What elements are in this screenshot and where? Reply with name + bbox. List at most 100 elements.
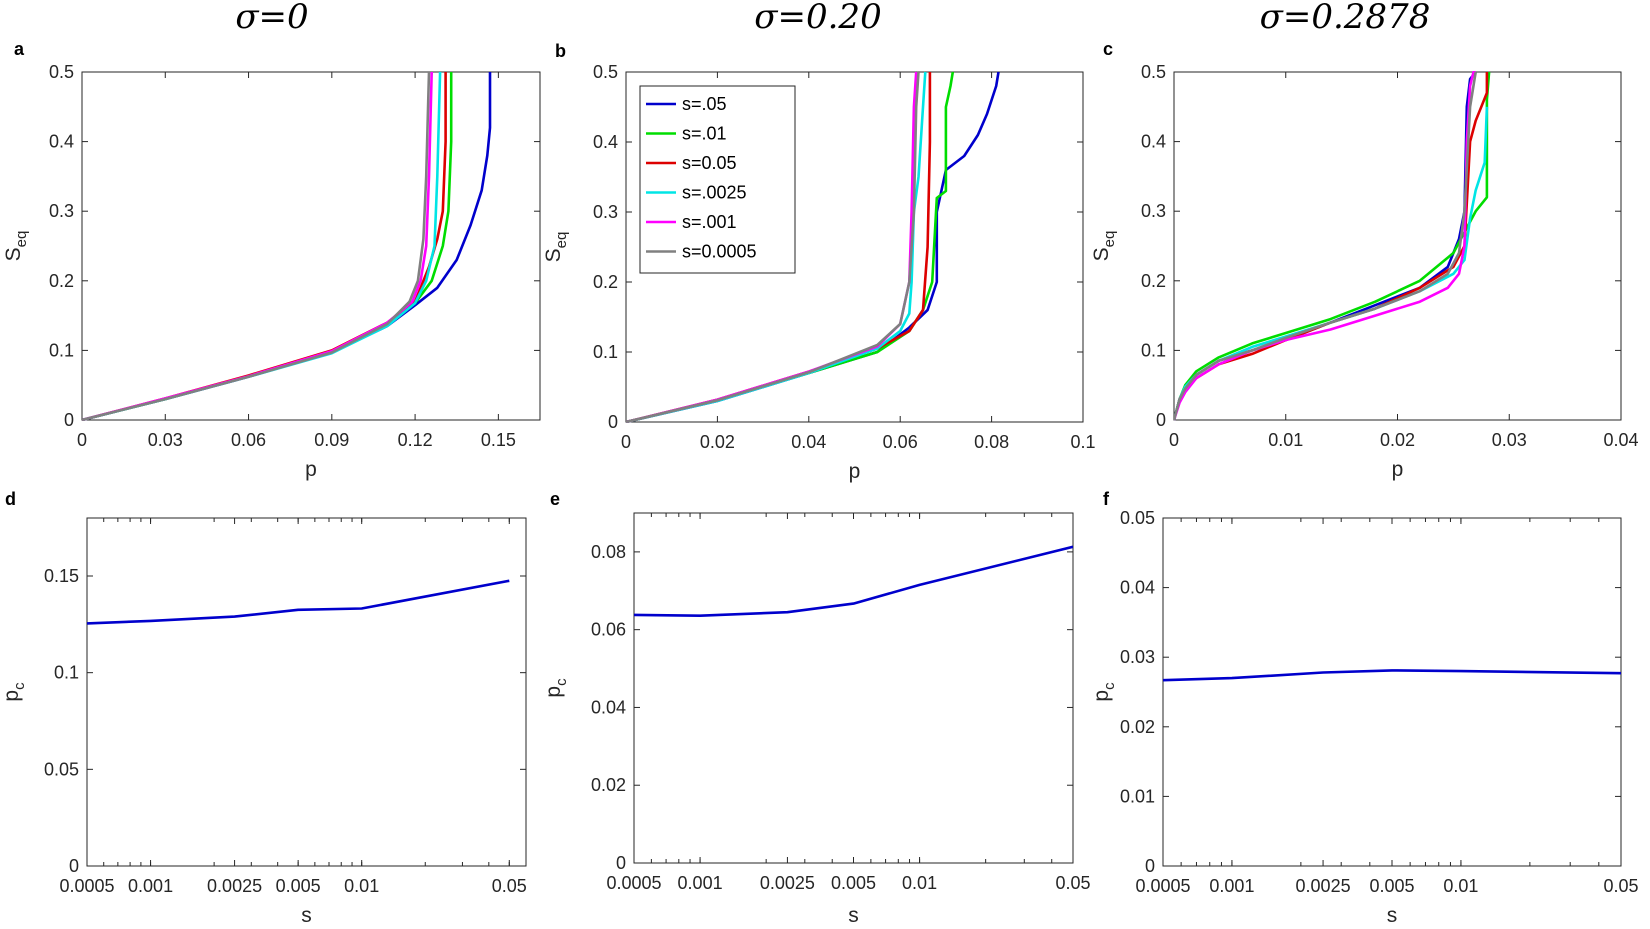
- y-tick-label-b-1: 0.1: [593, 342, 618, 362]
- y-tick-label-b-5: 0.5: [593, 62, 618, 82]
- y-axis-label-main-f: p: [1090, 690, 1113, 702]
- panel-letter-f: f: [1103, 489, 1110, 509]
- y-tick-label-e-3: 0.06: [591, 620, 626, 640]
- x-tick-label-a-3: 0.09: [314, 430, 349, 450]
- series-line-a-3: [82, 71, 442, 421]
- panel-e: 0.0005 0.001 0.0025 0.005 0.01 0.05 0 0.02 0.04 0…: [542, 489, 1091, 927]
- panel-letter-d: d: [5, 489, 16, 509]
- y-tick-label-a-2: 0.2: [49, 271, 74, 291]
- panel-f: 0.0005 0.001 0.0025 0.005 0.01 0.05 0 0.01 0.02 0…: [1090, 489, 1639, 927]
- y-tick-label-f-4: 0.04: [1120, 578, 1155, 598]
- x-tick-label-a-2: 0.06: [231, 430, 266, 450]
- axes-frame-d: [86, 517, 527, 867]
- series-line-c-1: [1174, 71, 1491, 421]
- x-tick-label-f-4: 0.01: [1443, 876, 1478, 896]
- series-line-c-0: [1174, 71, 1477, 421]
- panel-d: 0.0005 0.001 0.0025 0.005 0.01 0.05 0 0.05 0.1 0.…: [0, 489, 527, 927]
- y-tick-label-e-0: 0: [616, 853, 626, 873]
- y-tick-label-c-4: 0.4: [1141, 132, 1166, 152]
- y-axis-label-sub-b: eq: [553, 232, 570, 249]
- series-line-a-2: [82, 72, 447, 421]
- y-tick-label-b-4: 0.4: [593, 132, 618, 152]
- x-tick-label-b-3: 0.06: [883, 432, 918, 452]
- x-tick-label-d-4: 0.01: [344, 876, 379, 896]
- x-tick-label-e-1: 0.001: [678, 873, 723, 893]
- y-axis-label-b: Seq: [542, 232, 570, 263]
- panel-letter-b: b: [555, 41, 566, 61]
- y-tick-label-c-2: 0.2: [1141, 271, 1166, 291]
- y-axis-label-e: pc: [542, 678, 570, 698]
- series-line-a-5: [82, 71, 431, 421]
- axes-frame-c: [1173, 71, 1622, 421]
- y-tick-label-d-1: 0.05: [44, 759, 79, 779]
- legend-label-1: s=.01: [682, 124, 727, 144]
- legend-label-0: s=.05: [682, 94, 727, 114]
- y-tick-label-d-0: 0: [69, 856, 79, 876]
- y-tick-label-f-3: 0.03: [1120, 647, 1155, 667]
- y-tick-label-e-2: 0.04: [591, 697, 626, 717]
- series-line-b-5: [626, 71, 920, 423]
- y-tick-label-a-3: 0.3: [49, 201, 74, 221]
- legend-box: [639, 85, 796, 274]
- x-tick-label-e-4: 0.01: [902, 873, 937, 893]
- x-tick-label-f-0: 0.0005: [1135, 876, 1190, 896]
- panel-letter-c: c: [1103, 39, 1113, 59]
- series-line-f-0: [1163, 669, 1621, 682]
- x-axis-label-d: s: [301, 904, 312, 927]
- y-tick-label-f-2: 0.02: [1120, 717, 1155, 737]
- x-tick-label-a-4: 0.12: [398, 430, 433, 450]
- y-axis-label-main-d: p: [0, 690, 23, 702]
- series-line-a-4: [82, 71, 433, 421]
- y-axis-label-c: Seq: [1090, 231, 1118, 262]
- x-tick-label-a-0: 0: [77, 430, 87, 450]
- x-tick-label-e-5: 0.05: [1055, 873, 1090, 893]
- x-tick-label-b-0: 0: [621, 432, 631, 452]
- y-tick-label-a-4: 0.4: [49, 132, 74, 152]
- y-tick-label-b-0: 0: [608, 412, 618, 432]
- x-tick-label-d-5: 0.05: [492, 876, 527, 896]
- y-tick-label-c-3: 0.3: [1141, 201, 1166, 221]
- panel-letter-e: e: [550, 489, 560, 509]
- y-axis-label-sub-f: c: [1101, 682, 1118, 690]
- panel-letter-a: a: [14, 39, 25, 59]
- series-line-c-4: [1174, 71, 1476, 421]
- y-axis-label-sub-e: c: [553, 678, 570, 686]
- panel-a: 0 0.03 0.06 0.09 0.12 0.15 0 0.1 0.2 0.3 0.4 0.5 p Se…: [2, 0, 541, 481]
- y-tick-label-f-0: 0: [1145, 856, 1155, 876]
- y-axis-label-main-c: S: [1090, 247, 1113, 261]
- series-line-d-0: [87, 579, 510, 625]
- axes-frame-e: [633, 512, 1074, 864]
- x-tick-label-f-3: 0.005: [1369, 876, 1414, 896]
- x-tick-label-c-1: 0.01: [1268, 430, 1303, 450]
- series-line-a-1: [82, 72, 453, 421]
- x-tick-label-c-4: 0.04: [1603, 430, 1638, 450]
- x-tick-label-d-0: 0.0005: [59, 876, 114, 896]
- y-axis-label-sub-d: c: [11, 682, 28, 690]
- x-tick-label-b-2: 0.04: [791, 432, 826, 452]
- panel-c: 0 0.01 0.02 0.03 0.04 0 0.1 0.2 0.3 0.4 0.5 p Seq c σ=…: [1090, 0, 1639, 481]
- y-axis-label-sub-a: eq: [13, 231, 30, 248]
- x-tick-label-b-5: 0.1: [1070, 432, 1095, 452]
- x-tick-label-b-1: 0.02: [700, 432, 735, 452]
- axes-frame-f: [1162, 517, 1622, 867]
- y-axis-label-d: pc: [0, 682, 28, 702]
- series-line-c-5: [1174, 71, 1477, 421]
- y-tick-label-b-3: 0.3: [593, 202, 618, 222]
- y-tick-label-b-2: 0.2: [593, 272, 618, 292]
- x-tick-label-e-2: 0.0025: [760, 873, 815, 893]
- x-tick-label-a-5: 0.15: [481, 430, 516, 450]
- axes-frame-a: [81, 71, 541, 421]
- x-axis-label-b: p: [849, 460, 861, 483]
- y-axis-label-sub-c: eq: [1101, 231, 1118, 248]
- y-axis-label-f: pc: [1090, 682, 1118, 702]
- legend-label-3: s=.0025: [682, 183, 747, 203]
- panel-b: 0 0.02 0.04 0.06 0.08 0.1 0 0.1 0.2 0.3 0.4 0.5 p Seq…: [542, 0, 1096, 483]
- legend-label-4: s=.001: [682, 212, 737, 232]
- panel-title-c: σ=0.2878: [1260, 0, 1431, 37]
- y-axis-label-main-a: S: [2, 247, 25, 261]
- legend-label-5: s=0.0005: [682, 242, 757, 262]
- x-axis-label-c: p: [1392, 458, 1404, 481]
- y-tick-label-a-5: 0.5: [49, 62, 74, 82]
- panel-title-b: σ=0.20: [754, 0, 881, 37]
- x-tick-label-f-2: 0.0025: [1296, 876, 1351, 896]
